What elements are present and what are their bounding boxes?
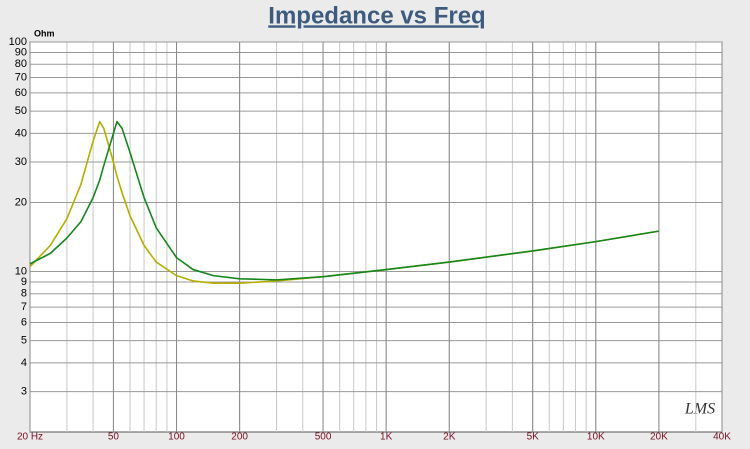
series-line bbox=[29, 120, 660, 281]
x-tick-label: 40K bbox=[713, 432, 731, 443]
chart-title: Impedance vs Freq bbox=[268, 2, 485, 29]
x-tick-label: 500 bbox=[315, 432, 332, 443]
y-tick-label: 50 bbox=[15, 105, 27, 117]
watermark: LMS bbox=[684, 401, 715, 418]
y-tick-label: 8 bbox=[21, 288, 27, 300]
y-tick-label: 70 bbox=[15, 71, 27, 83]
y-tick-label: 7 bbox=[21, 301, 27, 313]
x-tick-label: 1K bbox=[380, 432, 393, 443]
y-tick-label: 100 bbox=[9, 36, 27, 48]
x-tick-label: 50 bbox=[108, 432, 120, 443]
y-tick-label: 20 bbox=[15, 196, 27, 208]
y-tick-label: 90 bbox=[15, 46, 27, 58]
x-tick-label: 10K bbox=[587, 432, 605, 443]
x-tick-label: 5K bbox=[527, 432, 540, 443]
y-tick-label: 9 bbox=[21, 276, 27, 288]
y-tick-label: 4 bbox=[21, 357, 27, 369]
x-tick-label: 20K bbox=[650, 432, 668, 443]
x-tick-label: 2K bbox=[443, 432, 456, 443]
x-tick-label: 200 bbox=[231, 432, 248, 443]
y-tick-label: 80 bbox=[15, 58, 27, 70]
y-tick-label: 60 bbox=[15, 87, 27, 99]
x-tick-label: 20 Hz bbox=[17, 432, 43, 443]
plot-area bbox=[29, 41, 723, 433]
y-tick-label: 5 bbox=[21, 335, 27, 347]
y-tick-label: 40 bbox=[15, 127, 27, 139]
y-tick-label: 3 bbox=[21, 385, 27, 397]
y-tick-label: 10 bbox=[15, 265, 27, 277]
y-axis-label: Ohm bbox=[34, 28, 55, 38]
x-tick-label: 100 bbox=[168, 432, 185, 443]
y-tick-label: 30 bbox=[15, 156, 27, 168]
y-tick-label: 6 bbox=[21, 316, 27, 328]
